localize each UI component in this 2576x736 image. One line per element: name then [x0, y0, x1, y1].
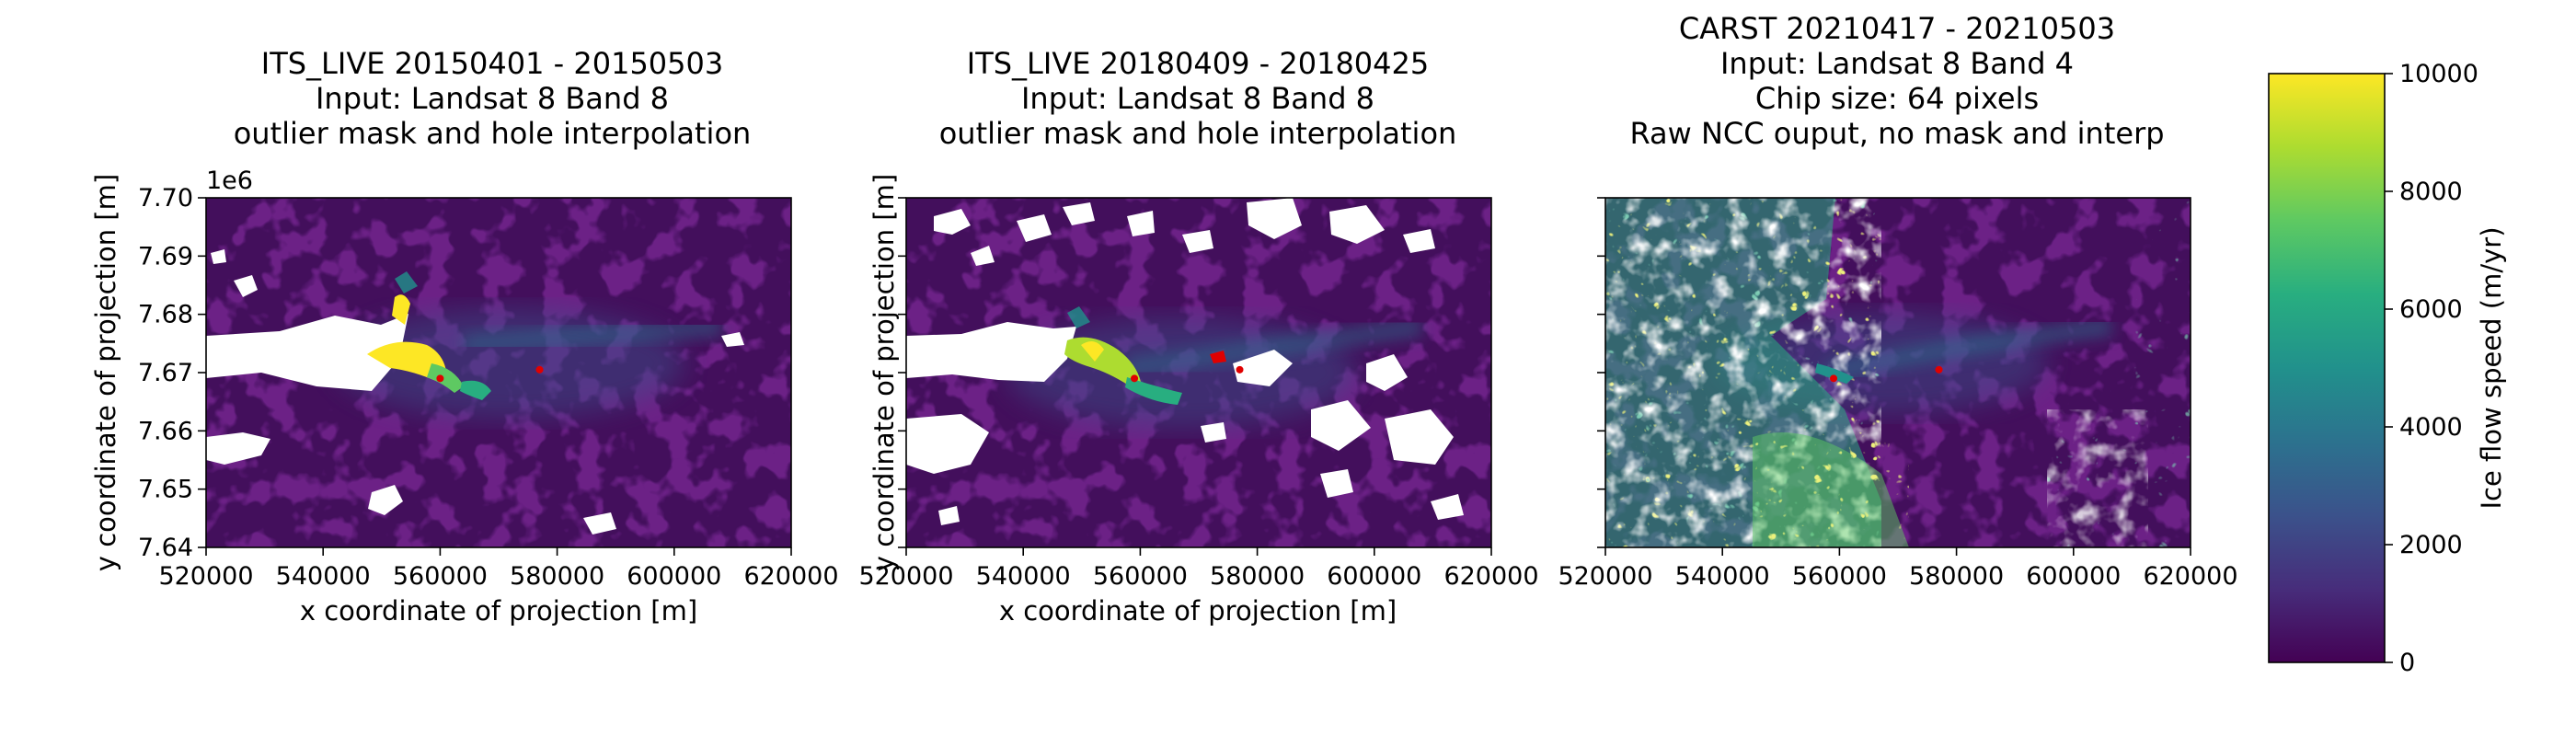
panel-2-title-line-1: ITS_LIVE 20180409 - 20180425 — [967, 46, 1429, 81]
panel-1-x-axis-label: x coordinate of projection [m] — [300, 595, 697, 627]
panel-1-x-tick-label: 520000 — [158, 562, 253, 591]
panel-1-x-tick-label: 600000 — [627, 562, 721, 591]
panel-3-x-tick-label: 580000 — [1909, 562, 2004, 591]
panel-3-y-ticks — [1597, 197, 1605, 548]
panel-2-x-tick-label: 520000 — [858, 562, 953, 591]
panel-1-y-tick-label: 7.65 — [138, 476, 193, 504]
colorbar-ticks: 0 2000 4000 6000 8000 10000 — [2385, 60, 2478, 677]
panel-2-x-tick-label: 620000 — [1443, 562, 1538, 591]
panel-3-marker-1 — [1830, 374, 1838, 383]
colorbar-tick-label: 6000 — [2399, 295, 2463, 324]
panel-1-marker-1 — [436, 374, 444, 383]
panel-1-x-tick-label: 560000 — [393, 562, 488, 591]
panel-2-x-tick-label: 580000 — [1210, 562, 1305, 591]
panel-1-y-tick-label: 7.70 — [138, 184, 193, 213]
panel-1-y-tick-label: 7.66 — [138, 417, 193, 445]
colorbar-tick-label: 2000 — [2399, 531, 2463, 559]
panel-1-marker-2 — [535, 365, 544, 374]
panel-1-y-axis-label: y coordinate of projection [m] — [90, 174, 121, 571]
panel-1-y-tick-label: 7.69 — [138, 242, 193, 270]
panel-2-x-ticks: 520000 540000 560000 580000 600000 620000 — [858, 547, 1539, 591]
panel-3-title-line-2: Input: Landsat 8 Band 4 — [1720, 46, 2074, 81]
panel-1-title-line-1: ITS_LIVE 20150401 - 20150503 — [261, 46, 723, 81]
panel-1-y-tick-label: 7.67 — [138, 359, 193, 387]
panel-3-x-tick-label: 620000 — [2143, 562, 2237, 591]
panel-1-title-line-3: outlier mask and hole interpolation — [234, 116, 752, 151]
panel-1-map — [206, 198, 791, 547]
panel-3-title-line-4: Raw NCC ouput, no mask and interp — [1629, 116, 2164, 151]
panel-1-y-tick-label: 7.64 — [138, 534, 193, 562]
panel-2-x-tick-label: 560000 — [1093, 562, 1188, 591]
panel-3-x-tick-label: 600000 — [2026, 562, 2121, 591]
colorbar-tick-label: 10000 — [2399, 60, 2478, 88]
panel-3-x-tick-label: 520000 — [1558, 562, 1652, 591]
panel-3: CARST 20210417 - 20210503 Input: Landsat… — [1558, 11, 2237, 591]
panel-1-y-tick-label: 7.68 — [138, 301, 193, 329]
panel-2-title-line-3: outlier mask and hole interpolation — [939, 116, 1457, 151]
panel-2-y-axis-label: y coordinate of projection [m] — [868, 174, 900, 571]
panel-2-x-tick-label: 540000 — [976, 562, 1071, 591]
panel-2-y-ticks — [898, 197, 906, 548]
panel-1: ITS_LIVE 20150401 - 20150503 Input: Land… — [90, 46, 839, 627]
colorbar-tick-label: 8000 — [2399, 178, 2463, 206]
panel-1-y-offset: 1e6 — [206, 167, 253, 195]
panel-1-x-tick-label: 540000 — [276, 562, 371, 591]
colorbar-tick-label: 4000 — [2399, 413, 2463, 442]
colorbar-gradient — [2268, 73, 2386, 663]
panel-2-x-tick-label: 600000 — [1327, 562, 1421, 591]
panel-1-title-line-2: Input: Landsat 8 Band 8 — [316, 81, 669, 116]
panel-2-x-axis-label: x coordinate of projection [m] — [999, 595, 1397, 627]
colorbar-label: Ice flow speed (m/yr) — [2476, 226, 2507, 509]
colorbar-tick-label: 0 — [2399, 649, 2415, 677]
panel-1-x-ticks: 520000 540000 560000 580000 600000 620000 — [158, 547, 839, 591]
panel-3-x-tick-label: 560000 — [1792, 562, 1887, 591]
panel-3-title-line-3: Chip size: 64 pixels — [1755, 81, 2039, 116]
panel-1-y-ticks: 7.64 7.65 7.66 7.67 7.68 7.69 7.70 — [138, 184, 206, 562]
panel-1-x-tick-label: 620000 — [743, 562, 838, 591]
panel-3-x-tick-label: 540000 — [1675, 562, 1770, 591]
panel-3-title-line-1: CARST 20210417 - 20210503 — [1679, 11, 2115, 46]
panel-3-map — [1605, 198, 2191, 547]
panel-2-map — [906, 198, 1491, 547]
colorbar: 0 2000 4000 6000 8000 10000 Ice flow speed (m… — [2268, 60, 2507, 677]
panel-2-marker-1 — [1131, 374, 1139, 383]
panel-1-x-tick-label: 580000 — [510, 562, 604, 591]
panel-3-marker-2 — [1935, 365, 1943, 374]
panel-3-x-ticks: 520000 540000 560000 580000 600000 620000 — [1558, 547, 2238, 591]
panel-2-marker-2 — [1236, 365, 1244, 374]
panel-2: ITS_LIVE 20180409 - 20180425 Input: Land… — [858, 46, 1538, 627]
panel-2-title-line-2: Input: Landsat 8 Band 8 — [1021, 81, 1374, 116]
